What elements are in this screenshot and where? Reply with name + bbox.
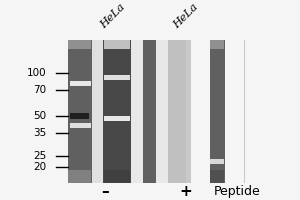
Text: 70: 70 bbox=[33, 85, 46, 95]
Bar bbox=[70, 113, 88, 119]
Text: 25: 25 bbox=[33, 151, 46, 161]
Text: Peptide: Peptide bbox=[214, 185, 260, 198]
Bar bbox=[70, 81, 91, 86]
Text: 100: 100 bbox=[27, 68, 46, 78]
Bar bbox=[68, 170, 91, 183]
Text: +: + bbox=[180, 184, 192, 199]
Bar bbox=[104, 40, 130, 49]
Bar bbox=[104, 170, 130, 183]
Bar bbox=[68, 40, 244, 183]
Bar bbox=[156, 40, 168, 183]
Text: 20: 20 bbox=[33, 162, 46, 172]
Bar bbox=[190, 40, 244, 183]
Text: 50: 50 bbox=[33, 111, 46, 121]
Text: HeLa: HeLa bbox=[98, 2, 127, 30]
Bar bbox=[104, 75, 130, 80]
Bar bbox=[168, 40, 186, 183]
Bar bbox=[92, 40, 104, 183]
Bar bbox=[68, 40, 91, 49]
Bar bbox=[142, 40, 156, 183]
Bar bbox=[103, 40, 130, 183]
Bar bbox=[70, 123, 91, 128]
Bar bbox=[104, 116, 130, 121]
Bar bbox=[130, 40, 142, 183]
Text: HeLa: HeLa bbox=[172, 2, 200, 30]
Bar bbox=[210, 40, 225, 183]
Bar bbox=[68, 40, 92, 183]
Text: 35: 35 bbox=[33, 128, 46, 138]
Bar bbox=[210, 40, 224, 49]
Bar bbox=[210, 159, 224, 164]
Text: –: – bbox=[101, 184, 109, 199]
Bar bbox=[210, 170, 224, 183]
